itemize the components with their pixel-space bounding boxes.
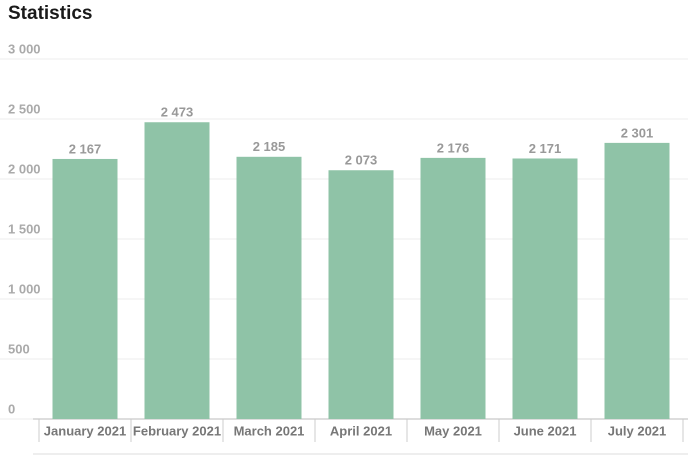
x-tick-label: June 2021 <box>514 423 577 438</box>
x-tick-label: March 2021 <box>234 423 305 438</box>
bar <box>144 122 210 420</box>
value-label: 2 167 <box>69 141 102 156</box>
value-label: 2 171 <box>529 141 562 156</box>
bar <box>512 158 578 420</box>
x-tick-label: January 2021 <box>44 423 126 438</box>
y-tick-label: 1 000 <box>8 281 41 296</box>
chart-title: Statistics <box>8 3 92 24</box>
value-label: 2 473 <box>161 105 194 120</box>
bar <box>604 142 670 419</box>
y-tick-label: 1 500 <box>8 221 41 236</box>
x-tick-label: May 2021 <box>424 423 482 438</box>
y-tick-label: 2 000 <box>8 161 41 176</box>
bar <box>52 158 118 419</box>
bar <box>236 156 302 420</box>
y-tick-label: 500 <box>8 341 30 356</box>
bar <box>420 157 486 419</box>
x-tick-label: February 2021 <box>133 423 221 438</box>
value-label: 2 301 <box>621 125 654 140</box>
y-tick-label: 2 500 <box>8 101 41 116</box>
x-tick-label: July 2021 <box>608 423 667 438</box>
value-label: 2 176 <box>437 140 470 155</box>
value-label: 2 073 <box>345 153 378 168</box>
y-tick-label: 0 <box>8 401 15 416</box>
y-tick-label: 3 000 <box>8 41 41 56</box>
bar <box>328 170 394 419</box>
value-label: 2 185 <box>253 139 286 154</box>
x-tick-label: April 2021 <box>330 423 392 438</box>
